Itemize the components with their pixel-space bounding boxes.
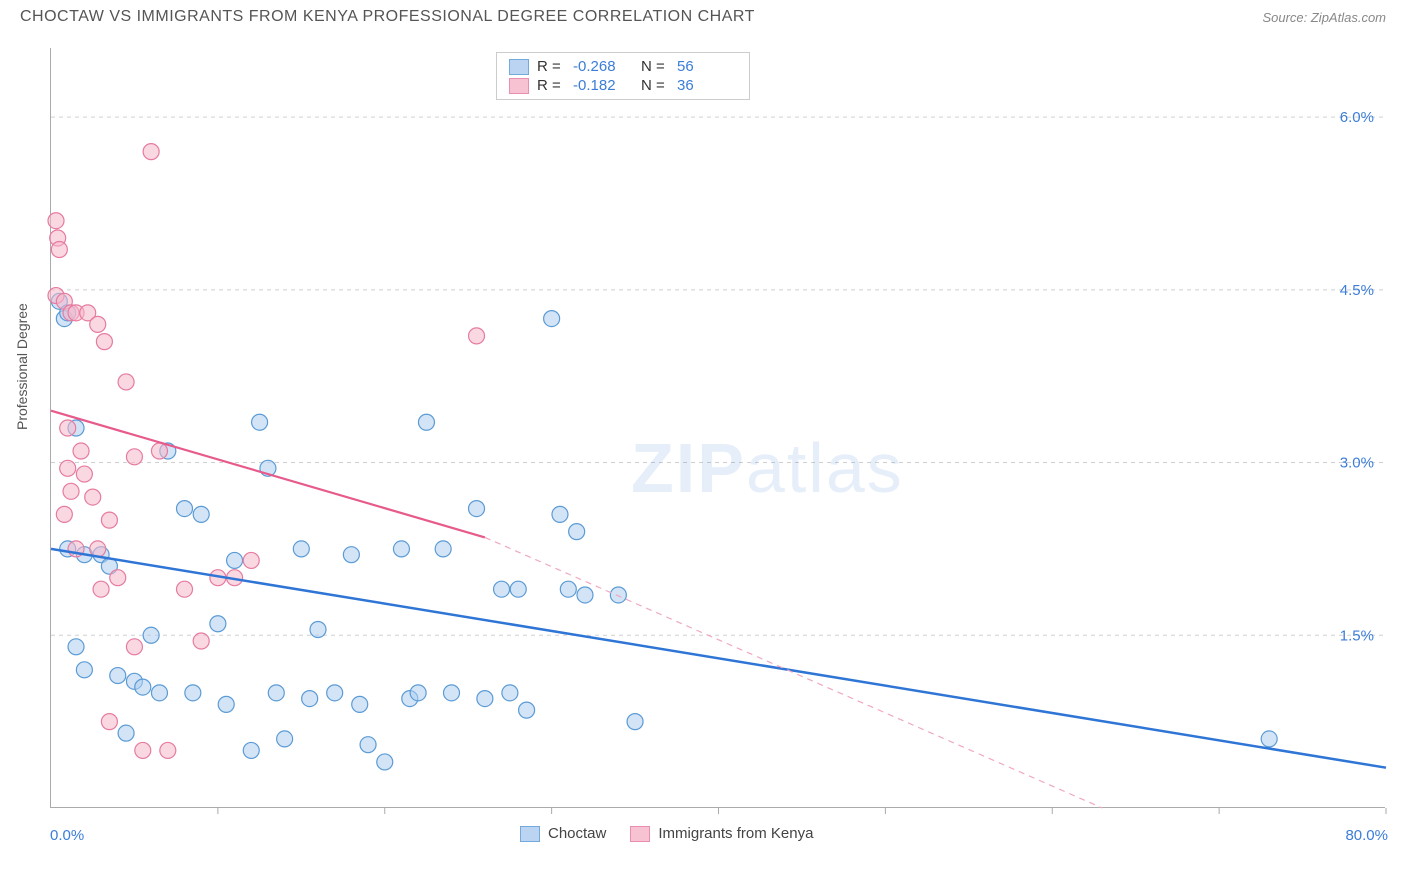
chart-svg: 1.5% 3.0% 4.5% 6.0%: [51, 48, 1385, 807]
legend-swatch-icon: [520, 826, 540, 842]
r-label: R =: [537, 58, 565, 75]
n-label: N =: [641, 58, 669, 75]
svg-text:3.0%: 3.0%: [1340, 455, 1374, 472]
legend-row-kenya: R = -0.182 N = 36: [509, 76, 737, 95]
n-value: 36: [677, 77, 737, 94]
svg-text:4.5%: 4.5%: [1340, 282, 1374, 299]
y-axis-title: Professional Degree: [14, 303, 30, 430]
legend-swatch-icon: [509, 59, 529, 75]
chart-title: CHOCTAW VS IMMIGRANTS FROM KENYA PROFESS…: [20, 8, 755, 26]
r-value: -0.182: [573, 77, 633, 94]
x-axis-max-label: 80.0%: [1345, 827, 1388, 844]
legend-row-choctaw: R = -0.268 N = 56: [509, 57, 737, 76]
x-axis-min-label: 0.0%: [50, 827, 84, 844]
scatter-plot-area: 1.5%3.0%4.5%6.0% ZIPatlas R =-0.268N =56…: [50, 48, 1385, 808]
correlation-legend: R = -0.268 N = 56 R = -0.182 N = 36: [496, 52, 750, 100]
series-legend: Choctaw Immigrants from Kenya: [520, 825, 813, 842]
r-label: R =: [537, 77, 565, 94]
svg-text:1.5%: 1.5%: [1340, 627, 1374, 644]
legend-swatch-icon: [630, 826, 650, 842]
legend-label: Choctaw: [548, 825, 606, 842]
legend-swatch-icon: [509, 78, 529, 94]
legend-item-kenya: Immigrants from Kenya: [630, 825, 813, 842]
n-value: 56: [677, 58, 737, 75]
source-attribution: Source: ZipAtlas.com: [1262, 10, 1386, 25]
n-label: N =: [641, 77, 669, 94]
legend-item-choctaw: Choctaw: [520, 825, 606, 842]
svg-text:6.0%: 6.0%: [1340, 109, 1374, 126]
legend-label: Immigrants from Kenya: [658, 825, 813, 842]
r-value: -0.268: [573, 58, 633, 75]
